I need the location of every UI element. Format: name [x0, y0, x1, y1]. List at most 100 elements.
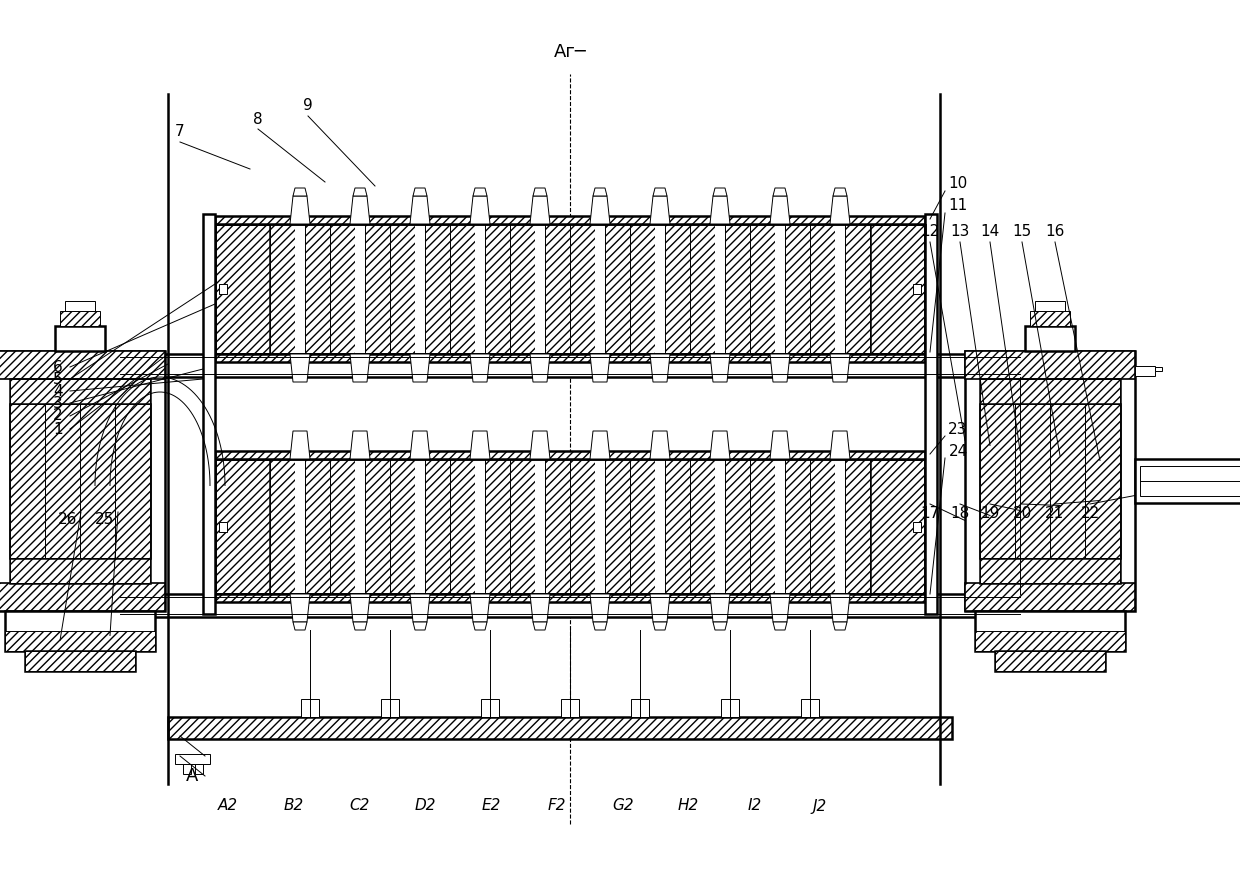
Bar — [215, 354, 925, 362]
Bar — [330, 459, 355, 594]
Polygon shape — [833, 622, 847, 630]
Bar — [1154, 367, 1162, 370]
Bar — [415, 459, 425, 594]
Bar — [355, 459, 365, 594]
Bar — [510, 224, 536, 354]
Bar — [81, 403, 115, 558]
Bar — [775, 459, 785, 594]
Polygon shape — [830, 594, 849, 622]
Bar — [381, 699, 399, 717]
Bar — [0, 350, 165, 378]
Bar — [720, 699, 739, 717]
Text: E2: E2 — [481, 798, 501, 813]
Polygon shape — [470, 354, 490, 382]
Bar — [305, 224, 330, 354]
Bar — [715, 459, 725, 594]
Bar — [1025, 325, 1075, 350]
Polygon shape — [529, 594, 551, 622]
Polygon shape — [410, 196, 430, 224]
Polygon shape — [711, 431, 730, 459]
Polygon shape — [590, 196, 610, 224]
Polygon shape — [410, 431, 430, 459]
Polygon shape — [770, 354, 790, 382]
Bar — [975, 630, 1125, 651]
Polygon shape — [353, 188, 367, 196]
Bar — [391, 459, 415, 594]
Bar — [184, 764, 191, 774]
Polygon shape — [533, 188, 547, 196]
Bar — [10, 378, 150, 583]
Text: 23: 23 — [949, 422, 967, 437]
Text: 16: 16 — [1045, 225, 1065, 240]
Bar — [481, 699, 498, 717]
Text: 13: 13 — [950, 225, 970, 240]
Bar — [485, 224, 510, 354]
Polygon shape — [353, 622, 367, 630]
Text: 3: 3 — [53, 395, 63, 410]
Bar — [870, 459, 925, 594]
Bar — [55, 325, 105, 350]
Bar — [536, 459, 544, 594]
Text: 22: 22 — [1080, 507, 1100, 522]
Text: 25: 25 — [95, 512, 114, 527]
Bar — [785, 224, 810, 354]
Text: 10: 10 — [949, 177, 967, 192]
Polygon shape — [293, 622, 308, 630]
Text: G2: G2 — [611, 798, 634, 813]
Polygon shape — [533, 622, 547, 630]
Polygon shape — [650, 354, 670, 382]
Text: 11: 11 — [949, 199, 967, 214]
Bar — [665, 224, 689, 354]
Bar — [60, 310, 100, 325]
Bar — [301, 699, 319, 717]
Polygon shape — [290, 196, 310, 224]
Text: 20: 20 — [1012, 507, 1032, 522]
Bar — [215, 224, 270, 354]
Polygon shape — [593, 622, 608, 630]
Bar — [219, 284, 227, 294]
Bar — [994, 651, 1105, 670]
Text: A2: A2 — [218, 798, 238, 813]
Bar — [25, 651, 135, 670]
Text: 9: 9 — [303, 98, 312, 113]
Bar — [295, 459, 305, 594]
Bar — [365, 224, 391, 354]
Bar — [115, 403, 150, 558]
Text: J2: J2 — [813, 798, 827, 813]
Bar — [425, 224, 450, 354]
Bar — [5, 630, 155, 651]
Bar — [925, 214, 937, 614]
Polygon shape — [410, 354, 430, 382]
Polygon shape — [650, 196, 670, 224]
Bar — [655, 459, 665, 594]
Bar — [1135, 459, 1240, 502]
Text: 14: 14 — [981, 225, 999, 240]
Polygon shape — [770, 431, 790, 459]
Polygon shape — [350, 354, 370, 382]
Text: B2: B2 — [284, 798, 304, 813]
Polygon shape — [413, 188, 427, 196]
Bar — [913, 284, 921, 294]
Text: А: А — [186, 767, 198, 785]
Bar — [1135, 365, 1154, 376]
Bar — [844, 459, 870, 594]
Bar — [775, 224, 785, 354]
Bar — [10, 403, 45, 558]
Bar — [980, 378, 1120, 583]
Bar — [10, 558, 150, 583]
Polygon shape — [290, 354, 310, 382]
Text: 8: 8 — [253, 111, 263, 126]
Bar — [270, 224, 295, 354]
Bar — [631, 699, 649, 717]
Bar — [120, 594, 1021, 617]
Bar — [836, 459, 844, 594]
Polygon shape — [472, 188, 487, 196]
Bar — [415, 224, 425, 354]
Bar — [219, 522, 227, 532]
Bar — [215, 459, 270, 594]
Bar — [64, 301, 95, 310]
Bar — [25, 651, 135, 670]
Bar — [801, 699, 818, 717]
Bar — [965, 583, 1135, 611]
Polygon shape — [472, 622, 487, 630]
